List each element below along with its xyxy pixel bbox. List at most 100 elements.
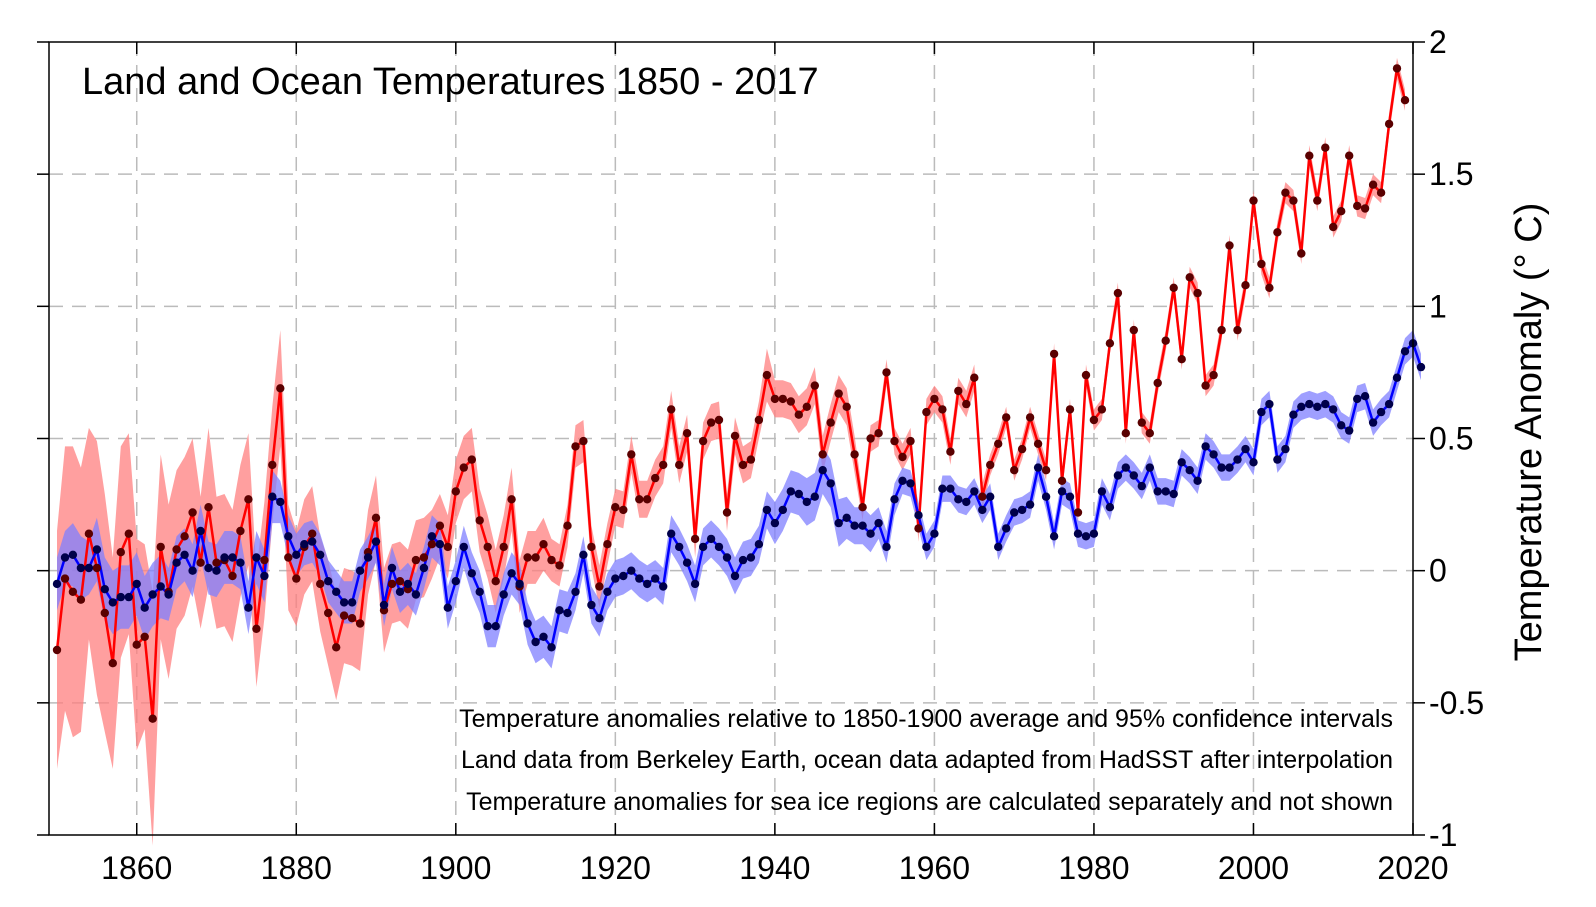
data-point [1065, 492, 1075, 501]
data-point [1033, 439, 1043, 448]
data-point [619, 571, 628, 581]
data-point [332, 587, 341, 596]
data-point [762, 370, 772, 380]
data-point [387, 563, 397, 573]
data-point [1081, 532, 1091, 541]
data-point [1416, 362, 1426, 372]
data-point [1368, 180, 1378, 189]
data-point [156, 582, 165, 591]
data-point [68, 587, 78, 596]
data-point [1129, 471, 1139, 480]
data-point [92, 563, 102, 573]
data-point [651, 574, 660, 583]
x-tick-label: 2000 [1218, 850, 1289, 886]
data-point [906, 436, 915, 446]
data-point [1289, 410, 1298, 419]
data-point [252, 553, 261, 562]
data-point [1313, 196, 1322, 205]
data-point [435, 521, 445, 530]
data-point [1041, 466, 1051, 475]
data-point [1105, 503, 1115, 512]
data-point [451, 577, 460, 586]
data-point [411, 555, 421, 565]
data-point [196, 526, 205, 536]
data-point [164, 590, 173, 599]
data-point [1073, 508, 1083, 517]
data-point [1105, 339, 1115, 348]
data-point [714, 415, 724, 425]
data-point [722, 553, 732, 562]
x-tick-label: 2020 [1377, 850, 1448, 886]
data-point [1400, 347, 1410, 356]
x-tick-label: 1920 [580, 850, 651, 886]
x-tick-label: 1860 [101, 850, 172, 886]
data-point [603, 540, 612, 549]
data-point [507, 569, 516, 578]
data-point [1265, 399, 1274, 409]
data-point [1305, 399, 1314, 409]
data-point [284, 532, 293, 541]
data-point [204, 563, 213, 573]
data-point [706, 534, 716, 544]
data-point [507, 495, 516, 504]
data-point [1225, 241, 1234, 250]
data-point [962, 497, 971, 507]
data-point [1025, 500, 1035, 509]
data-point [794, 410, 803, 419]
data-point [148, 590, 157, 599]
data-point [762, 505, 772, 515]
data-point [1113, 288, 1123, 298]
data-point [563, 521, 572, 530]
data-point [1089, 529, 1099, 538]
annotation-text: Temperature anomalies for sea ice region… [466, 788, 1393, 816]
data-point [52, 579, 62, 589]
data-point [1257, 407, 1266, 417]
data-point [316, 550, 325, 559]
data-point [539, 632, 548, 641]
data-point [124, 592, 133, 602]
data-point [316, 579, 325, 589]
data-point [682, 429, 692, 438]
data-point [1400, 96, 1410, 105]
data-point [459, 542, 468, 552]
data-point [1249, 458, 1258, 467]
data-point [268, 492, 277, 501]
data-point [579, 550, 588, 559]
data-point [196, 558, 205, 567]
data-point [84, 563, 94, 573]
data-point [818, 466, 827, 475]
data-point [1145, 429, 1155, 438]
data-point [946, 447, 955, 456]
x-tick-label: 1880 [261, 850, 332, 886]
data-point [659, 582, 668, 591]
data-point [1073, 529, 1083, 538]
data-point [866, 434, 875, 443]
data-point [635, 495, 644, 504]
data-point [1089, 415, 1099, 425]
data-point [1225, 463, 1234, 472]
data-point [986, 492, 995, 501]
data-point [682, 558, 692, 567]
data-point [547, 555, 556, 565]
data-point [116, 592, 126, 602]
data-point [1353, 201, 1362, 211]
data-point [587, 542, 596, 552]
data-point [946, 484, 955, 493]
data-point [898, 452, 907, 462]
y-tick-label: 1.5 [1429, 156, 1473, 192]
y-tick-label: 0 [1429, 553, 1447, 589]
data-point [1193, 476, 1202, 485]
data-point [228, 553, 237, 562]
data-point [1113, 471, 1123, 480]
data-point [778, 505, 787, 515]
data-point [1392, 373, 1402, 382]
data-point [371, 513, 381, 522]
data-point [698, 542, 708, 552]
data-point [954, 495, 963, 504]
data-point [395, 577, 405, 586]
data-point [276, 384, 285, 393]
data-point [180, 550, 189, 559]
data-point [1177, 355, 1186, 364]
